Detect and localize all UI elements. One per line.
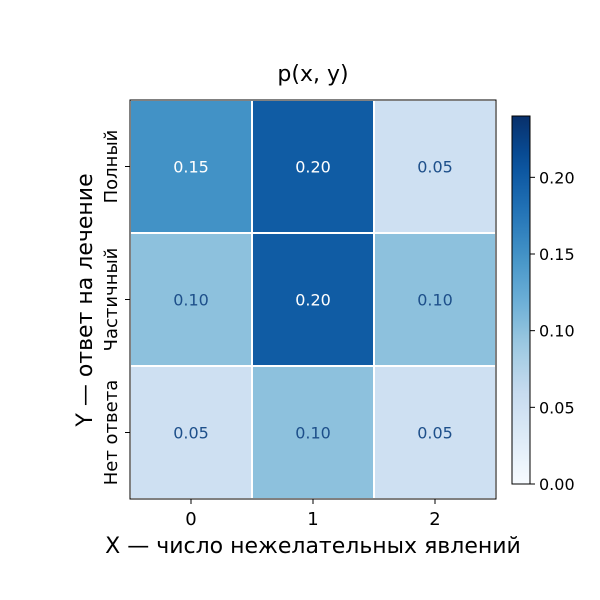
cell-value-label: 0.05 — [173, 424, 209, 443]
heatmap-cell — [373, 232, 497, 367]
cell-value-label: 0.15 — [173, 158, 209, 177]
colorbar-tick-label: 0.20 — [539, 168, 575, 187]
y-tick-label: Частичный — [101, 248, 122, 352]
heatmap-cells — [129, 99, 497, 500]
y-axis: Полный Частичный Нет ответа — [101, 130, 130, 486]
cell-value-label: 0.20 — [295, 291, 331, 310]
heatmap-cell — [251, 99, 375, 234]
cell-value-label: 0.20 — [295, 158, 331, 177]
cell-value-label: 0.10 — [295, 424, 331, 443]
heatmap-cell-labels: 0.15 0.20 0.05 0.10 0.20 0.10 0.05 0.10 0.05 — [173, 158, 453, 443]
colorbar-tick-label: 0.10 — [539, 322, 575, 341]
colorbar-tick-label: 0.00 — [539, 475, 575, 494]
x-axis-label: X — число нежелательных явлений — [105, 534, 521, 559]
colorbar-tick-label: 0.05 — [539, 398, 575, 417]
cell-value-label: 0.10 — [173, 291, 209, 310]
heatmap-cell — [129, 232, 253, 367]
y-tick-label: Нет ответа — [101, 380, 122, 486]
y-axis-label: Y — ответ на лечение — [73, 173, 98, 427]
cell-value-label: 0.10 — [417, 291, 453, 310]
colorbar-tick-label: 0.15 — [539, 245, 575, 264]
colorbar — [511, 115, 531, 485]
cell-value-label: 0.05 — [417, 424, 453, 443]
y-tick-label: Полный — [101, 130, 122, 204]
x-tick-label: 1 — [307, 509, 318, 530]
cell-value-label: 0.05 — [417, 158, 453, 177]
x-axis: 0 1 2 — [185, 499, 441, 530]
x-tick-label: 0 — [185, 509, 196, 530]
colorbar-axis: 0.00 0.05 0.10 0.15 0.20 — [530, 168, 575, 494]
heatmap-cell — [129, 99, 253, 234]
chart-title: p(x, y) — [277, 62, 348, 87]
heatmap-cell — [251, 365, 375, 500]
x-tick-label: 2 — [429, 509, 440, 530]
